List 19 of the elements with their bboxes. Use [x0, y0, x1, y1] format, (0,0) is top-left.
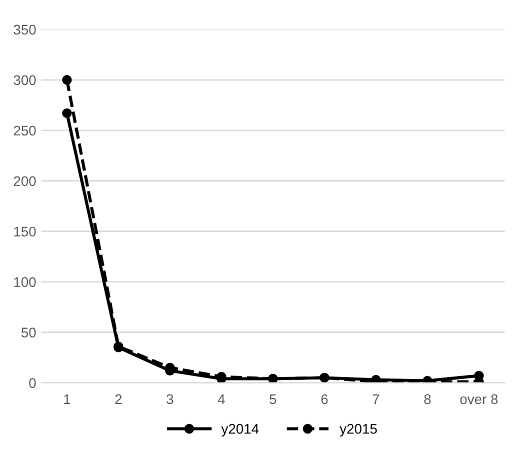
x-tick-label: 4: [218, 394, 225, 404]
y-tick-label: 200: [14, 176, 36, 186]
x-tick-label: 2: [115, 394, 122, 404]
x-tick-label: 7: [372, 394, 380, 404]
legend-label: y2014: [221, 424, 259, 436]
y-tick-label: 350: [14, 24, 36, 35]
y-tick-label: 300: [14, 75, 36, 86]
x-tick-label: 6: [321, 394, 328, 404]
x-tick-label: 3: [166, 394, 174, 404]
y-tick-label: 100: [14, 277, 36, 287]
y-tick-label: 250: [14, 126, 36, 136]
x-tick-label: over 8: [460, 394, 498, 404]
y-tick-label: 150: [14, 226, 36, 237]
x-tick-label: 5: [270, 394, 276, 404]
y-tick-label: 50: [21, 328, 36, 338]
x-tick-label: 8: [424, 394, 431, 404]
x-tick-label: 1: [64, 394, 70, 404]
y-tick-label: 0: [29, 378, 36, 388]
legend-label: y2015: [340, 424, 377, 436]
